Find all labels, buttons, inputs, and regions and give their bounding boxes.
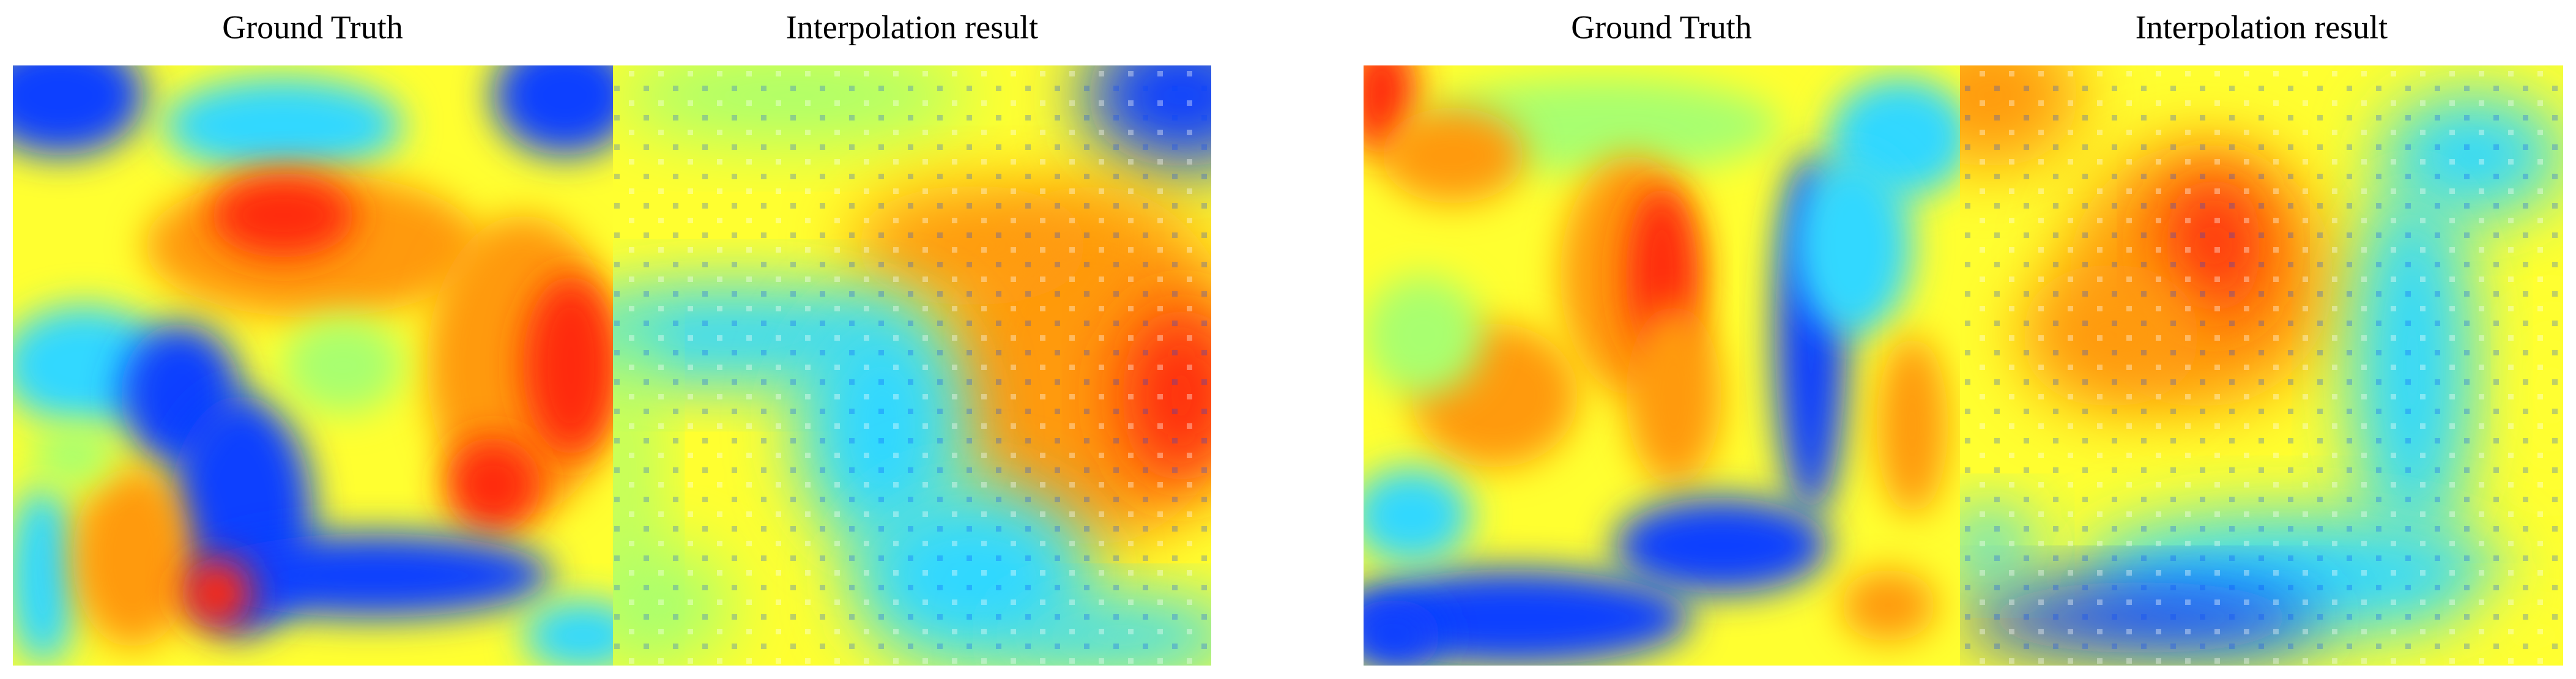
heatmap-blob [163,77,403,174]
heatmap-blob [492,65,613,156]
heatmap-blob [1876,335,1948,516]
heatmap-blob [1364,467,1471,564]
heatmap [1960,65,2563,666]
heatmap-blob [193,533,553,618]
heatmap-blob [522,275,613,456]
heatmap-blob [283,317,403,414]
heatmap-blob [1364,275,1483,396]
heatmap-blob [13,65,145,156]
heatmap [13,65,613,666]
heatmap-blob [445,437,541,534]
heatmap [1364,65,1960,666]
heatmap-blob [1364,570,1692,666]
panel-title: Ground Truth [222,9,403,45]
panel-title: Interpolation result [786,9,1038,45]
sample-dots [1960,65,2563,666]
heatmap-blob [1626,305,1721,486]
heatmap-blob [1614,497,1829,594]
heatmap-blob [210,173,355,258]
heatmap-blob [1793,155,1912,336]
heatmap [613,65,1211,666]
heatmap-blob [1841,570,1936,642]
heatmap-blob [1364,599,1441,666]
sample-dots [613,65,1211,666]
heatmap-blob [13,485,79,666]
heatmap-blob [1381,107,1525,204]
heatmap-blob [73,467,193,648]
panel-title: Interpolation result [2136,9,2388,45]
heatmap-blob [522,599,613,666]
panel-title: Ground Truth [1571,9,1752,45]
heatmap-blob [180,557,253,630]
heatmap-blob [31,425,115,486]
